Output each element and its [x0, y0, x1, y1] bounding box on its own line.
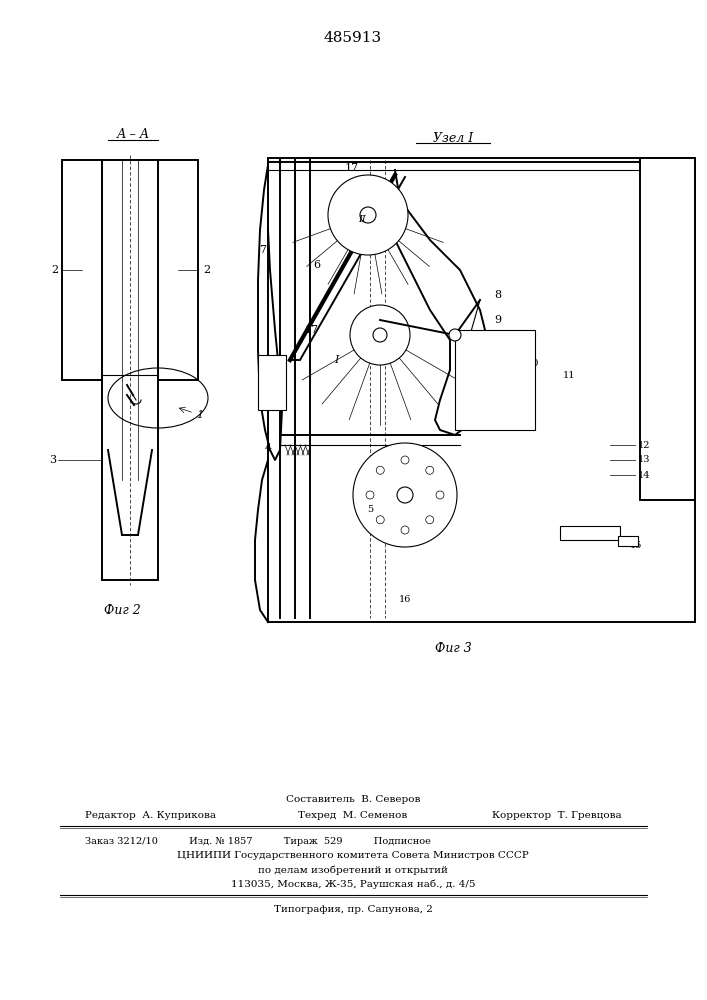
Circle shape: [366, 491, 374, 499]
Text: 16: 16: [399, 595, 411, 604]
Text: Фиг 3: Фиг 3: [435, 642, 472, 654]
Text: 8: 8: [494, 290, 501, 300]
Text: 5: 5: [367, 506, 373, 514]
Bar: [158, 160, 198, 380]
Circle shape: [397, 487, 413, 503]
Text: 11: 11: [563, 370, 575, 379]
Text: 13: 13: [638, 456, 650, 464]
Circle shape: [373, 328, 387, 342]
Text: 17: 17: [345, 163, 359, 173]
Circle shape: [426, 466, 434, 474]
Text: Техред  М. Семенов: Техред М. Семенов: [298, 812, 408, 820]
Bar: [258, 355, 286, 410]
Text: Редактор  А. Куприкова: Редактор А. Куприкова: [85, 812, 216, 820]
Circle shape: [401, 456, 409, 464]
Text: 2: 2: [204, 265, 211, 275]
Text: ЦНИИПИ Государственного комитета Совета Министров СССР: ЦНИИПИ Государственного комитета Совета …: [177, 852, 529, 860]
Text: 17: 17: [305, 325, 319, 335]
Circle shape: [436, 491, 444, 499]
Text: I: I: [334, 355, 338, 365]
Circle shape: [449, 329, 461, 341]
Text: 7: 7: [259, 245, 267, 255]
Circle shape: [353, 443, 457, 547]
Text: 3: 3: [49, 455, 57, 465]
Bar: [640, 158, 695, 500]
Text: 6: 6: [313, 260, 320, 270]
Circle shape: [376, 466, 384, 474]
Circle shape: [426, 516, 434, 524]
Text: 15: 15: [630, 540, 643, 550]
Bar: [560, 526, 620, 540]
Text: 4: 4: [265, 443, 272, 453]
Bar: [62, 160, 102, 380]
Bar: [618, 536, 638, 546]
Bar: [102, 160, 158, 580]
Circle shape: [328, 175, 408, 255]
Text: по делам изобретений и открытий: по делам изобретений и открытий: [258, 865, 448, 875]
Text: Корректор  Т. Гревцова: Корректор Т. Гревцова: [492, 812, 622, 820]
Circle shape: [401, 526, 409, 534]
Text: II: II: [358, 216, 366, 225]
Circle shape: [350, 305, 410, 365]
Text: Составитель  В. Северов: Составитель В. Северов: [286, 796, 420, 804]
Text: Заказ 3212/10          Изд. № 1857          Тираж  529          Подписное: Заказ 3212/10 Изд. № 1857 Тираж 529 Подп…: [85, 838, 431, 846]
Text: 9: 9: [494, 315, 501, 325]
Text: Типография, пр. Сапунова, 2: Типография, пр. Сапунова, 2: [274, 906, 433, 914]
Circle shape: [376, 516, 384, 524]
Text: 2: 2: [52, 265, 59, 275]
Text: 12: 12: [638, 440, 650, 450]
Bar: [455, 330, 535, 430]
Text: 10: 10: [527, 359, 539, 367]
Text: Узел I: Узел I: [433, 131, 473, 144]
Text: Фиг 2: Фиг 2: [104, 603, 141, 616]
Text: А – А: А – А: [117, 128, 150, 141]
Text: 113035, Москва, Ж-35, Раушская наб., д. 4/5: 113035, Москва, Ж-35, Раушская наб., д. …: [230, 879, 475, 889]
Text: 485913: 485913: [324, 31, 382, 45]
Text: 14: 14: [638, 471, 650, 480]
Text: 1: 1: [196, 410, 203, 420]
Circle shape: [360, 207, 376, 223]
Bar: [268, 158, 695, 622]
